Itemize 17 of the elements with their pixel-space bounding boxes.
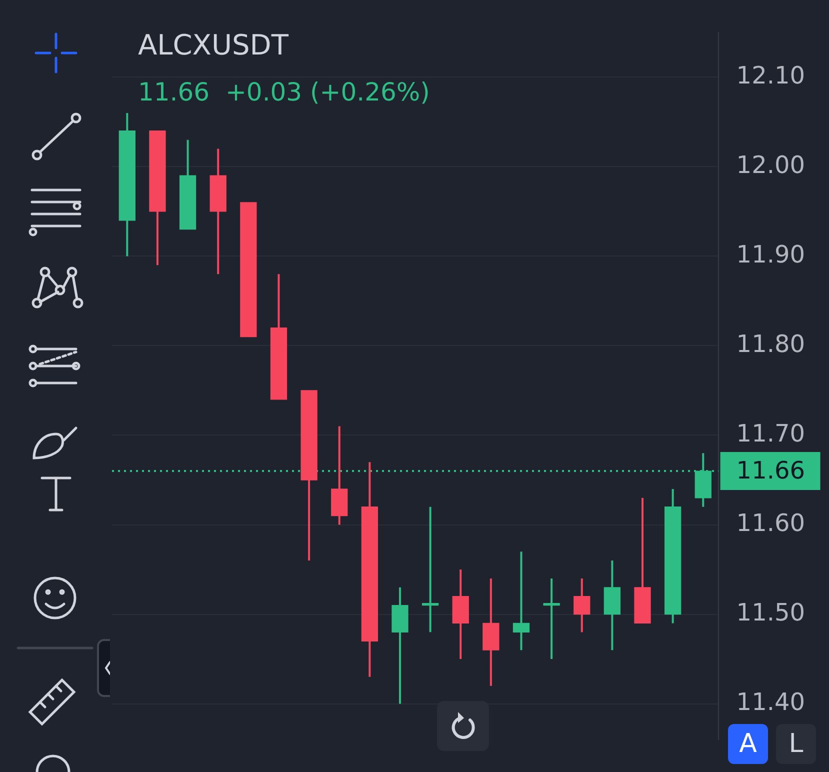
candlestick xyxy=(543,577,560,660)
candlestick xyxy=(422,506,439,634)
annotation: 11.66 +0.03 (+0.26%) xyxy=(138,78,430,106)
text: A xyxy=(728,724,768,764)
y-tick-label: 11.70 xyxy=(736,419,806,448)
y-tick-label: 11.80 xyxy=(736,330,806,358)
y-tick-label: 12.10 xyxy=(736,61,806,90)
y-tick-label: 12.00 xyxy=(736,150,806,179)
text: L xyxy=(776,724,816,764)
y-tick-label: 11.60 xyxy=(736,508,806,537)
y-tick-label: 11.50 xyxy=(736,598,806,627)
y-tick-label: 11.90 xyxy=(736,240,806,268)
candlestick xyxy=(574,577,590,634)
chart-title: ALCXUSDT xyxy=(138,28,290,62)
y-tick-label: 11.40 xyxy=(736,688,806,716)
ref-line-label: 11.66 xyxy=(736,456,806,484)
candlestick xyxy=(512,550,530,652)
